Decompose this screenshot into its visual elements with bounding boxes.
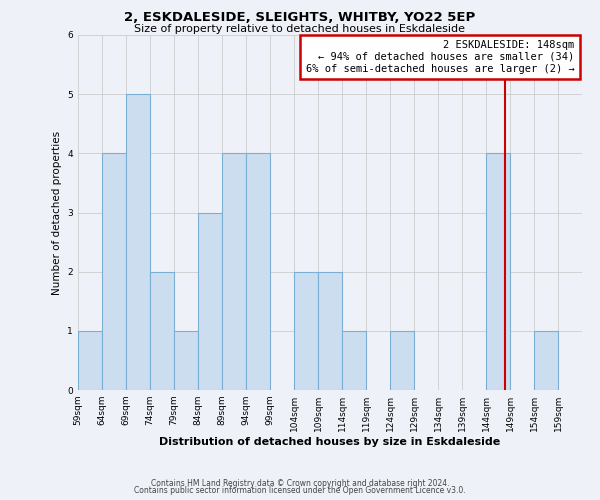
Bar — [198, 212, 222, 390]
Text: 2, ESKDALESIDE, SLEIGHTS, WHITBY, YO22 5EP: 2, ESKDALESIDE, SLEIGHTS, WHITBY, YO22 5… — [124, 11, 476, 24]
Bar — [174, 331, 198, 390]
Bar — [342, 331, 366, 390]
Bar — [102, 154, 126, 390]
Bar — [294, 272, 318, 390]
Bar — [150, 272, 174, 390]
Text: Contains public sector information licensed under the Open Government Licence v3: Contains public sector information licen… — [134, 486, 466, 495]
Y-axis label: Number of detached properties: Number of detached properties — [52, 130, 62, 294]
Bar — [246, 154, 270, 390]
Bar — [222, 154, 246, 390]
Text: Size of property relative to detached houses in Eskdaleside: Size of property relative to detached ho… — [134, 24, 466, 34]
Bar — [390, 331, 414, 390]
Bar — [78, 331, 102, 390]
Bar — [534, 331, 558, 390]
Bar — [126, 94, 150, 390]
Bar — [318, 272, 342, 390]
Text: Contains HM Land Registry data © Crown copyright and database right 2024.: Contains HM Land Registry data © Crown c… — [151, 478, 449, 488]
X-axis label: Distribution of detached houses by size in Eskdaleside: Distribution of detached houses by size … — [160, 437, 500, 447]
Bar — [486, 154, 510, 390]
Text: 2 ESKDALESIDE: 148sqm
← 94% of detached houses are smaller (34)
6% of semi-detac: 2 ESKDALESIDE: 148sqm ← 94% of detached … — [305, 40, 574, 74]
